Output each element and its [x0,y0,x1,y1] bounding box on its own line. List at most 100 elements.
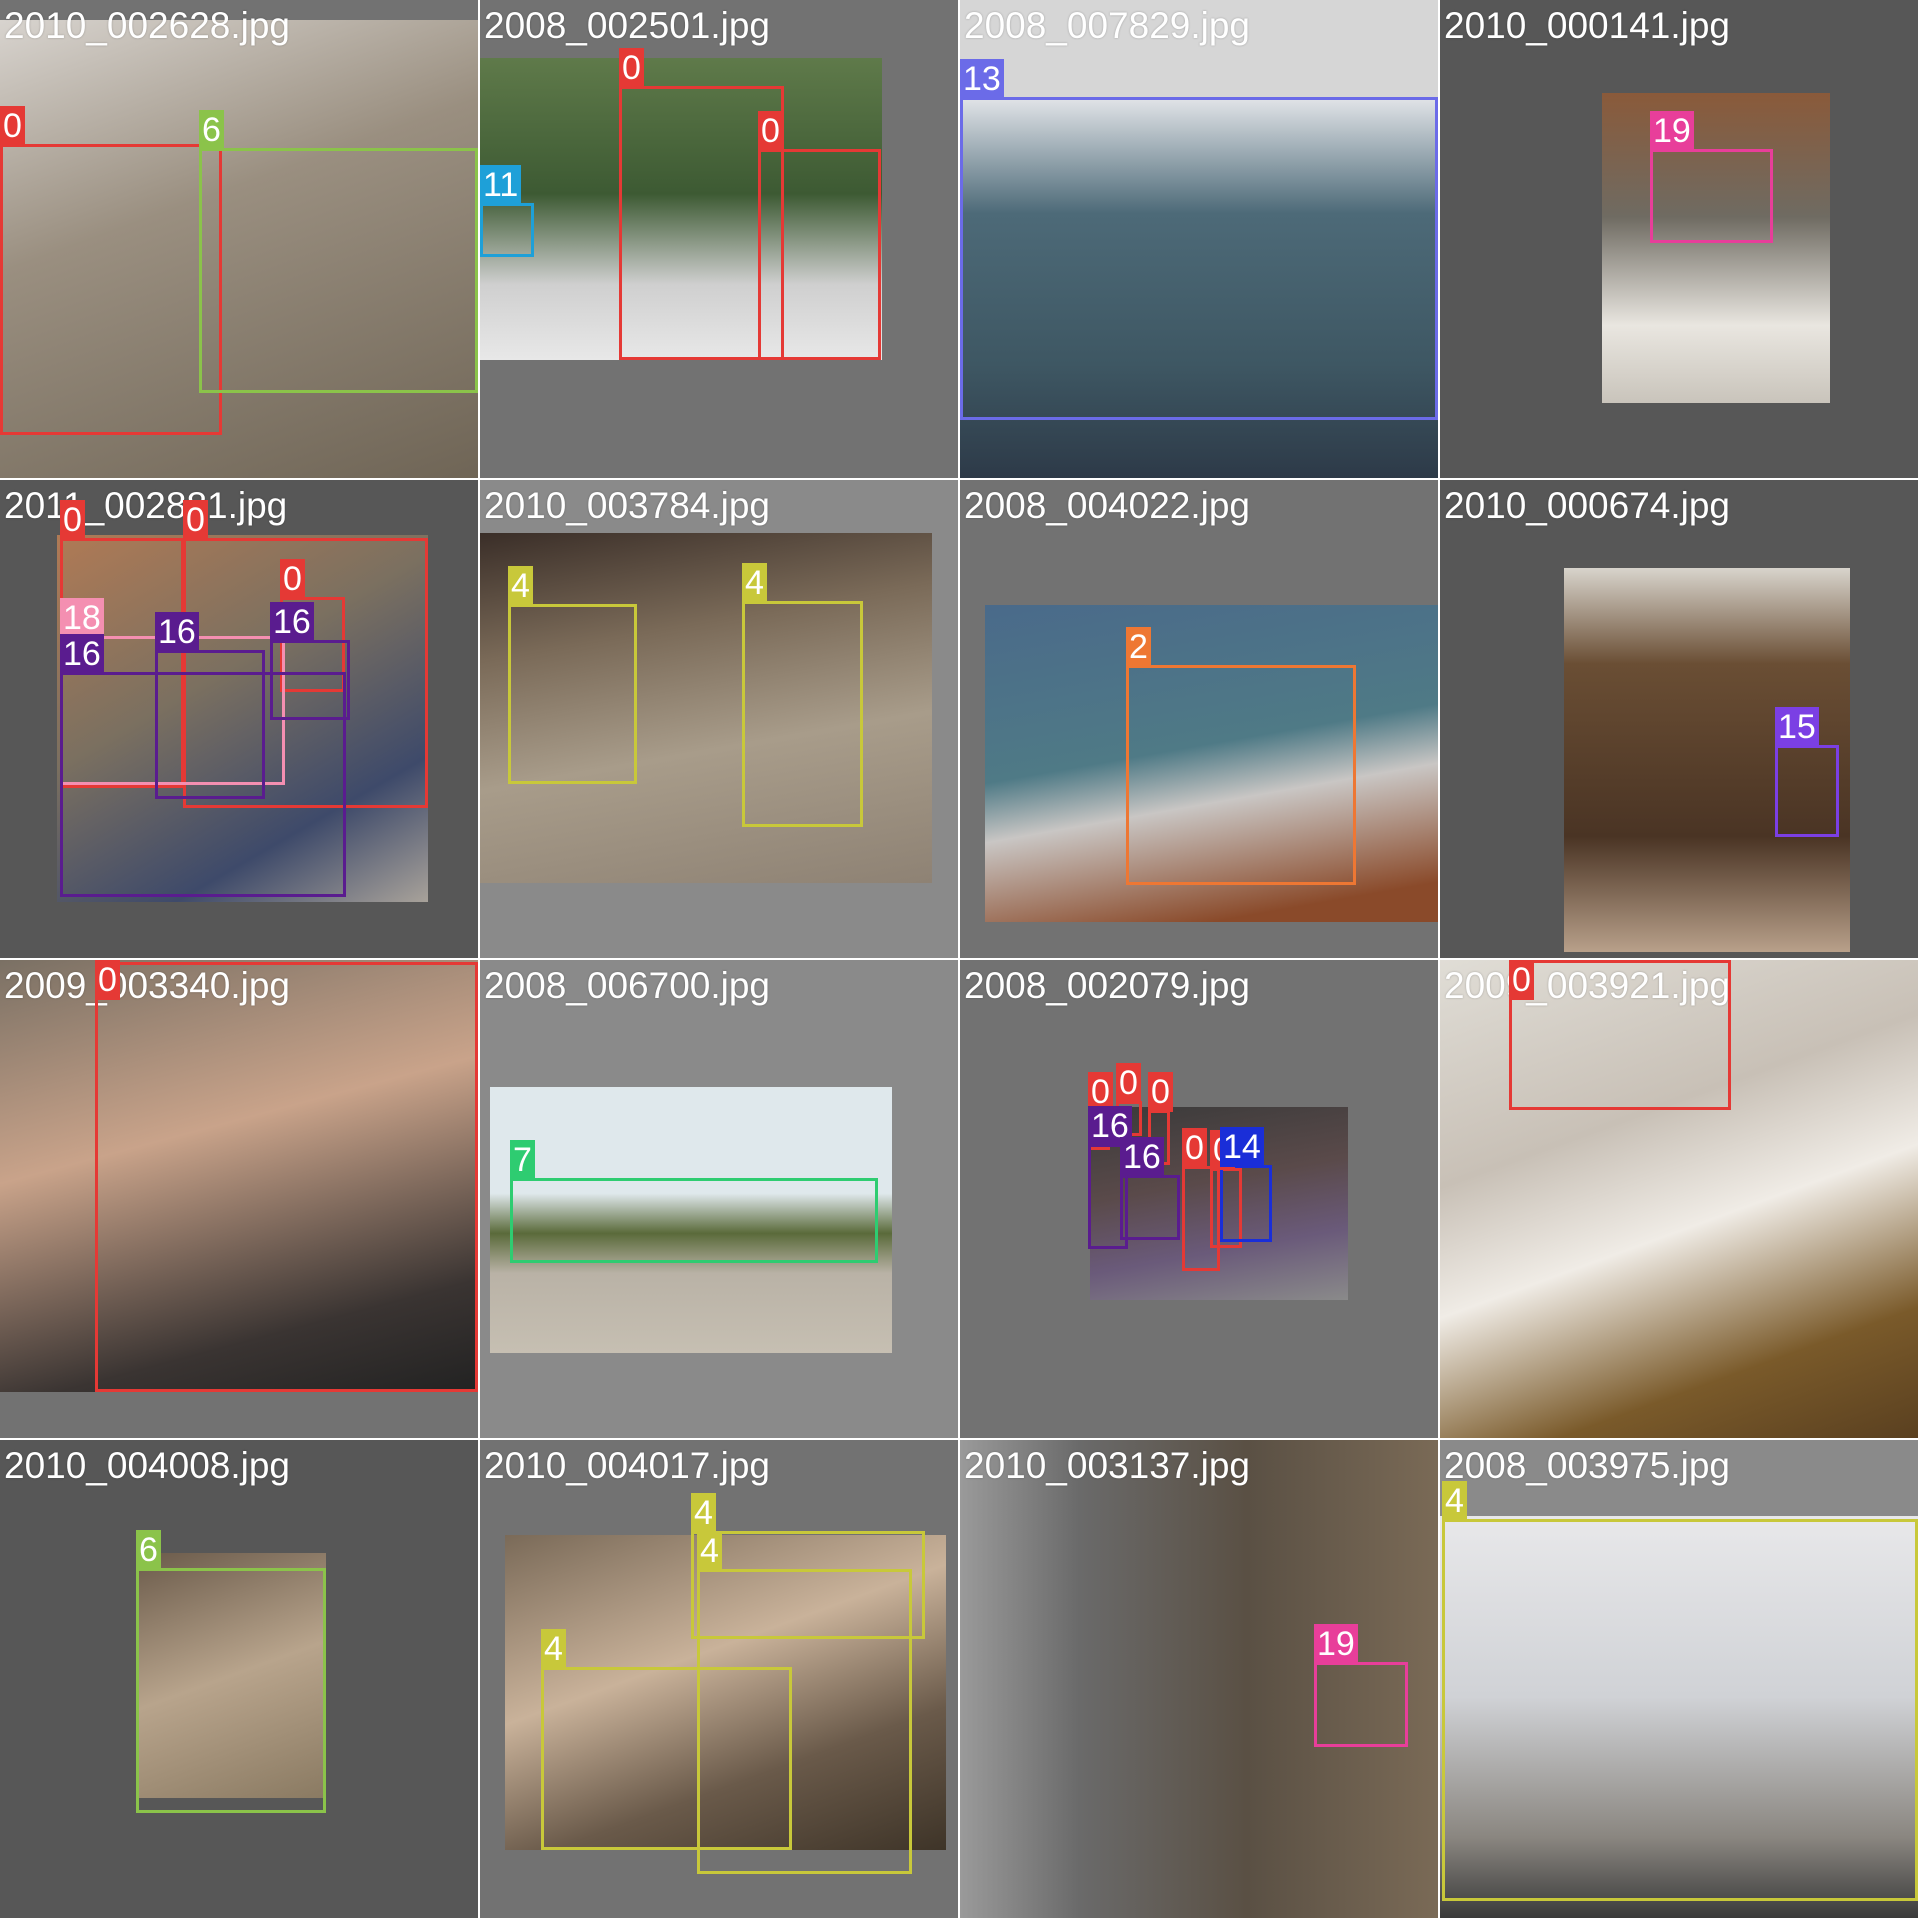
class-label: 16 [270,602,314,642]
class-label: 0 [60,500,85,540]
mosaic-tile: 2010_000674.jpg 15 [1440,480,1918,958]
class-label: 6 [136,1530,161,1570]
class-label: 4 [1442,1481,1467,1521]
class-label: 4 [742,563,767,603]
class-label: 7 [510,1140,535,1180]
tile-photo [1440,1516,1918,1918]
tile-photo [1440,960,1918,1438]
tile-photo [985,605,1438,922]
mosaic-tile: 2008_006700.jpg 7 [480,960,958,1438]
tile-photo [0,20,478,478]
mosaic-tile: 2009_003921.jpg 0 [1440,960,1918,1438]
bounding-box [1509,960,1731,1110]
tile-filename: 2010_004008.jpg [4,1445,291,1486]
tile-photo [960,1440,1438,1918]
bounding-box [1120,1175,1180,1240]
tile-photo [57,535,428,902]
mosaic-tile: 2010_004008.jpg 6 [0,1440,478,1918]
tile-filename: 2009_003921.jpg [1444,965,1731,1006]
class-label: 19 [1650,111,1694,151]
tile-photo [0,960,478,1392]
class-label: 0 [0,106,25,146]
class-label: 16 [1120,1137,1164,1177]
bounding-box [691,1531,925,1639]
tile-photo [960,100,1438,478]
tile-filename: 2009_003340.jpg [4,965,291,1006]
bounding-box [1314,1662,1408,1747]
class-label: 0 [619,48,644,88]
tile-filename: 2010_000674.jpg [1444,485,1731,526]
bounding-box [510,1178,878,1263]
bounding-box [155,650,265,799]
class-label: 4 [541,1629,566,1669]
tile-photo [505,1535,946,1850]
bounding-box [136,1568,326,1813]
class-label: 4 [697,1531,722,1571]
tile-filename: 2011_002881.jpg [4,485,288,526]
bounding-box [960,97,1438,420]
bounding-box [619,86,784,360]
tile-filename: 2008_002079.jpg [964,965,1251,1006]
bounding-box [742,601,863,827]
class-label: 0 [280,559,305,599]
class-label: 0 [183,500,208,540]
tile-filename: 2010_003137.jpg [964,1445,1251,1486]
tile-filename: 2010_002628.jpg [4,5,291,46]
mosaic-tile: 2010_000141.jpg 19 [1440,0,1918,478]
tile-photo [136,1553,326,1798]
bounding-box [1650,149,1773,243]
bounding-box [0,144,222,435]
mosaic-tile: 2010_002628.jpg 0 6 [0,0,478,478]
tile-photo [480,58,882,360]
class-label: 2 [1126,627,1151,667]
bounding-box [697,1569,912,1874]
class-label: 16 [155,612,199,652]
class-label: 6 [199,110,224,150]
bounding-box [1442,1519,1918,1901]
class-label: 0 [1088,1072,1113,1112]
mosaic-tile: 2010_004017.jpg 4 4 4 [480,1440,958,1918]
class-label: 4 [691,1493,716,1533]
class-label: 0 [95,960,120,1000]
class-label: 4 [508,566,533,606]
tile-filename: 2010_003784.jpg [484,485,771,526]
class-label: 0 [758,111,783,151]
tile-filename: 2008_003975.jpg [1444,1445,1731,1486]
class-label: 0 [1116,1063,1141,1103]
tile-filename: 2008_007829.jpg [964,5,1251,46]
class-label: 14 [1220,1127,1264,1167]
class-label: 16 [60,634,104,674]
bounding-box [1126,665,1356,885]
mosaic-tile: 2008_002079.jpg00000161614 [960,960,1438,1438]
tile-filename: 2008_004022.jpg [964,485,1251,526]
bounding-box [758,149,881,360]
mosaic-tile: 2010_003137.jpg 19 [960,1440,1438,1918]
mosaic-tile: 2008_007829.jpg 13 [960,0,1438,478]
mosaic-tile: 2008_004022.jpg 2 [960,480,1438,958]
bounding-box [1220,1165,1272,1242]
mosaic-tile: 2008_003975.jpg 4 [1440,1440,1918,1918]
mosaic-tile: 2010_003784.jpg 4 4 [480,480,958,958]
class-label: 11 [480,165,522,205]
class-label: 16 [1088,1106,1132,1146]
tile-filename: 2010_000141.jpg [1444,5,1731,46]
class-label: 0 [1182,1128,1207,1168]
tile-filename: 2008_006700.jpg [484,965,771,1006]
mosaic-tile: 2009_003340.jpg 0 [0,960,478,1438]
bounding-box [280,597,345,692]
mosaic-tile: 2008_002501.jpg 0 0 11 [480,0,958,478]
bounding-box [541,1667,792,1850]
class-label: 0 [1148,1072,1173,1112]
tile-filename: 2008_002501.jpg [484,5,771,46]
bounding-box [1775,745,1839,837]
bounding-box [95,962,478,1392]
class-label: 15 [1775,707,1819,747]
class-label: 0 [1509,960,1534,1000]
tile-photo [1564,568,1850,952]
mosaic-tile: 2011_002881.jpg 0 0 0 18 16 16 16 [0,480,478,958]
tile-filename: 2010_004017.jpg [484,1445,771,1486]
bounding-box [508,604,637,784]
tile-photo [490,1087,892,1353]
bounding-box [60,672,346,897]
